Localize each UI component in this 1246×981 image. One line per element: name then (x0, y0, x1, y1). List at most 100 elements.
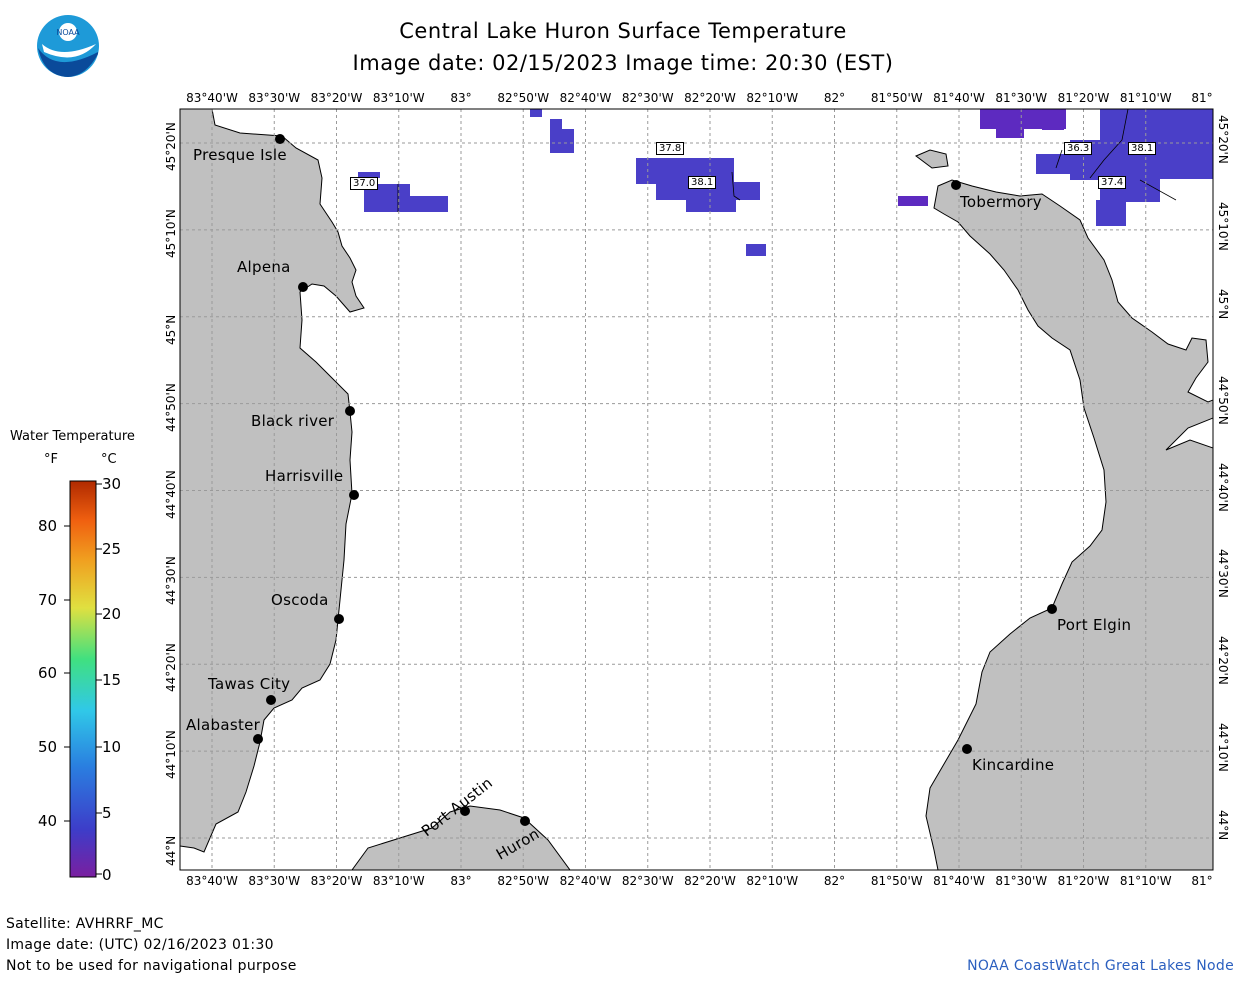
latitude-tick-label: 45°10'N (1216, 201, 1230, 251)
latitude-tick-label: 44°30'N (164, 556, 178, 606)
temp-label: 37.0 (350, 177, 379, 190)
longitude-tick-label: 82°10'W (746, 874, 799, 888)
latitude-tick-label: 45°N (1216, 288, 1230, 319)
longitude-tick-label: 82°40'W (559, 91, 612, 105)
colorbar-c-tick: 10 (102, 738, 122, 756)
colorbar-f-tick: 50 (38, 738, 58, 756)
temperature-patches-alt (898, 109, 1066, 206)
city-label-presque-isle: Presque Isle (193, 146, 287, 164)
page-subtitle: Image date: 02/15/2023 Image time: 20:30… (352, 51, 894, 75)
footer-credit: NOAA CoastWatch Great Lakes Node (967, 958, 1234, 974)
latitude-tick-label: 44°30'N (1216, 549, 1230, 599)
colorbar-ticks (64, 483, 102, 875)
latitude-tick-label: 45°N (164, 314, 178, 345)
colorbar-f-tick: 80 (38, 517, 58, 535)
city-label-tawas-city: Tawas City (208, 675, 291, 693)
noaa-logo-icon: NOAA (37, 15, 99, 77)
longitude-tick-label: 83°20'W (310, 874, 363, 888)
longitude-tick-label: 82° (823, 874, 846, 888)
latitude-tick-label: 44°10'N (164, 730, 178, 780)
longitude-tick-label: 83°30'W (248, 874, 301, 888)
temp-label: 37.8 (656, 142, 685, 155)
city-label-tobermory: Tobermory (960, 193, 1042, 211)
longitude-tick-label: 81° (1191, 91, 1213, 105)
latitude-tick-label: 45°10'N (164, 209, 178, 258)
longitude-tick-label: 81°10'W (1119, 91, 1172, 105)
longitude-tick-label: 82°30'W (621, 874, 674, 888)
longitude-tick-label: 83°40'W (186, 874, 238, 888)
map-frame (179, 108, 1214, 871)
longitude-tick-label: 81°40'W (933, 91, 985, 105)
city-label-kincardine: Kincardine (972, 756, 1055, 774)
latitude-tick-label: 44°20'N (1216, 636, 1230, 686)
colorbar-f-tick: 40 (38, 812, 58, 830)
island (915, 149, 949, 169)
longitude-tick-label: 83°10'W (372, 91, 425, 105)
latitude-tick-label: 44°50'N (1216, 375, 1230, 425)
legend-unit-c: °C (101, 452, 117, 467)
city-label-black-river: Black river (251, 412, 335, 430)
longitude-tick-label: 81°40'W (933, 874, 985, 888)
footer-utc-date: Image date: (UTC) 02/16/2023 01:30 (6, 937, 274, 953)
colorbar-f-tick: 60 (38, 664, 58, 682)
temp-label: 38.1 (1128, 142, 1157, 155)
longitude-tick-label: 81°20'W (1057, 91, 1110, 105)
city-label-oscoda: Oscoda (271, 591, 329, 609)
colorbar-c-tick: 15 (102, 671, 122, 689)
latitude-tick-label: 44°40'N (164, 469, 178, 519)
latitude-tick-label: 45°20'N (1216, 115, 1230, 164)
ontario-inlet (1165, 417, 1213, 451)
longitude-tick-label: 83°10'W (372, 874, 425, 888)
latitude-tick-label: 44°N (164, 835, 178, 866)
longitude-tick-label: 82°50'W (497, 874, 550, 888)
longitude-tick-label: 81°50'W (870, 91, 923, 105)
longitude-tick-label: 81°10'W (1119, 874, 1172, 888)
colorbar-c-tick: 0 (102, 866, 112, 884)
longitude-tick-label: 83° (450, 874, 472, 888)
ontario-land (925, 179, 1213, 870)
longitude-tick-label: 81°50'W (870, 874, 923, 888)
legend-title: Water Temperature (10, 429, 135, 444)
city-label-alabaster: Alabaster (186, 716, 261, 734)
colorbar-c-tick: 25 (102, 540, 122, 558)
svg-text:NOAA: NOAA (56, 28, 80, 37)
temp-label: 38.1 (688, 176, 717, 189)
city-label-port-elgin: Port Elgin (1057, 616, 1132, 634)
longitude-tick-label: 82°30'W (621, 91, 674, 105)
footer-satellite: Satellite: AVHRRF_MC (6, 916, 164, 932)
temp-label: 36.3 (1064, 142, 1093, 155)
colorbar-c-tick: 5 (102, 804, 112, 822)
longitude-tick-label: 82°20'W (684, 91, 736, 105)
latitude-tick-label: 44°40'N (1216, 462, 1230, 512)
longitude-tick-label: 83° (450, 91, 472, 105)
colorbar (69, 480, 97, 878)
latitude-tick-label: 44°N (1216, 810, 1230, 841)
longitude-tick-label: 83°30'W (248, 91, 301, 105)
city-label-alpena: Alpena (237, 258, 291, 276)
longitude-tick-label: 81°20'W (1057, 874, 1110, 888)
longitude-tick-label: 83°40'W (186, 91, 238, 105)
colorbar-c-tick: 30 (102, 475, 122, 493)
latitude-tick-label: 45°20'N (164, 122, 178, 171)
longitude-tick-label: 81° (1191, 874, 1213, 888)
footer-disclaimer: Not to be used for navigational purpose (6, 958, 297, 974)
longitude-tick-label: 82°20'W (684, 874, 736, 888)
latitude-tick-label: 44°50'N (164, 382, 178, 432)
colorbar-c-tick: 20 (102, 605, 122, 623)
legend-unit-f: °F (44, 452, 58, 467)
latitude-tick-label: 44°20'N (164, 643, 178, 693)
longitude-tick-label: 82°50'W (497, 91, 550, 105)
longitude-tick-label: 81°30'W (995, 91, 1048, 105)
longitude-tick-label: 82°40'W (559, 874, 612, 888)
city-label-harrisville: Harrisville (265, 467, 344, 485)
longitude-tick-label: 82° (823, 91, 846, 105)
longitude-tick-label: 81°30'W (995, 874, 1048, 888)
longitude-tick-label: 83°20'W (310, 91, 363, 105)
temp-label: 37.4 (1098, 176, 1127, 189)
colorbar-f-tick: 70 (38, 591, 58, 609)
city-markers (253, 134, 1057, 826)
latitude-tick-label: 44°10'N (1216, 723, 1230, 772)
longitude-tick-label: 82°10'W (746, 91, 799, 105)
page-title: Central Lake Huron Surface Temperature (399, 19, 847, 43)
